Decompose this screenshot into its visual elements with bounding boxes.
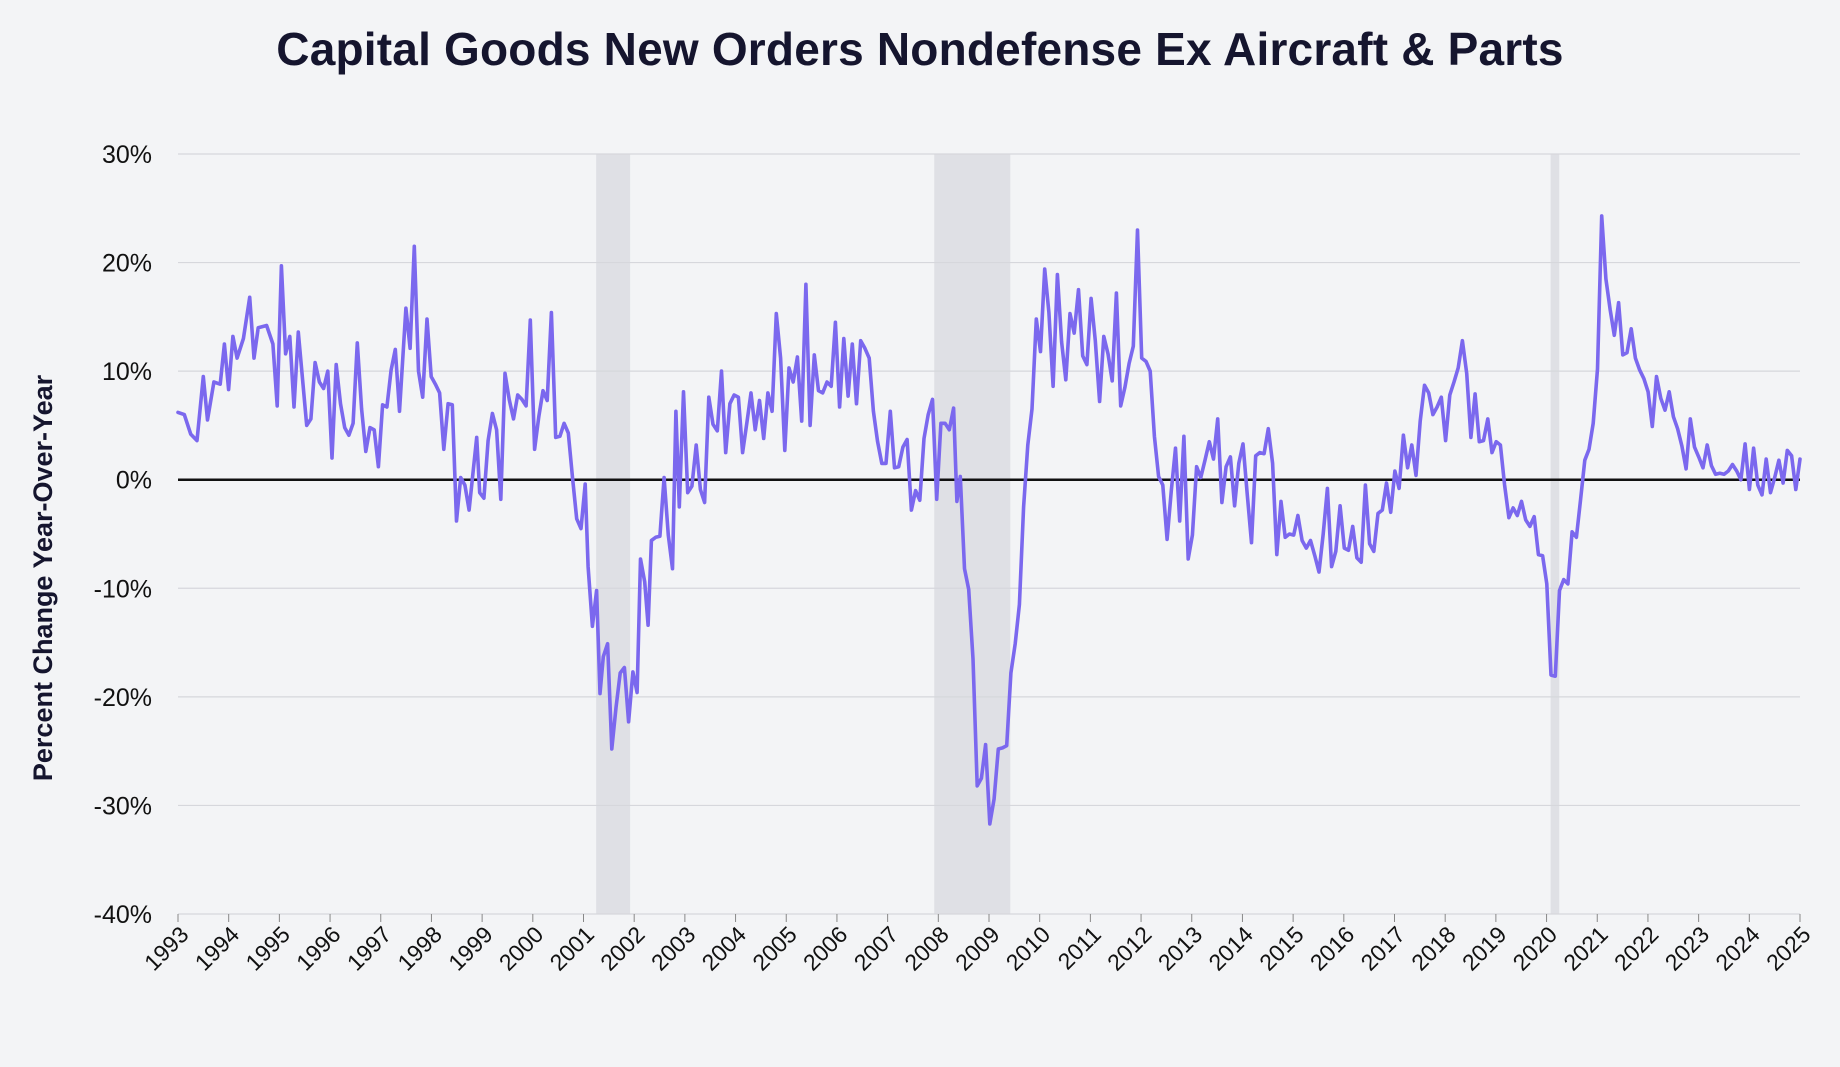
x-tick-label: 2014 — [1203, 921, 1258, 976]
x-tick-label: 2012 — [1102, 921, 1157, 976]
x-tick-label: 2019 — [1457, 921, 1512, 976]
x-tick-label: 2025 — [1761, 921, 1816, 976]
x-tick-label: 1997 — [342, 921, 397, 976]
x-tick-label: 2021 — [1558, 921, 1613, 976]
x-tick-label: 2003 — [646, 921, 701, 976]
x-tick-label: 2007 — [849, 921, 904, 976]
x-tick-label: 1998 — [392, 921, 447, 976]
y-tick-label: -10% — [94, 575, 152, 603]
chart-title: Capital Goods New Orders Nondefense Ex A… — [276, 23, 1564, 75]
y-tick-label: -30% — [94, 792, 152, 820]
x-tick-label: 2018 — [1406, 921, 1461, 976]
y-tick-label: 20% — [102, 250, 152, 278]
recession-band — [934, 154, 1011, 914]
x-axis-ticks: 1993199419951996199719981999200020012002… — [139, 914, 1816, 976]
x-tick-label: 1994 — [190, 921, 245, 976]
y-axis-ticks: 30% 20% 10% 0% -10% -20% -30% -40% — [94, 141, 152, 929]
series-line — [176, 214, 1802, 826]
x-tick-label: 2008 — [899, 921, 954, 976]
x-tick-label: 2001 — [544, 921, 599, 976]
x-tick-label: 1999 — [443, 921, 498, 976]
x-tick-label: 2022 — [1609, 921, 1664, 976]
x-tick-label: 2005 — [747, 921, 802, 976]
x-tick-label: 2011 — [1053, 921, 1106, 974]
x-tick-label: 2016 — [1305, 921, 1360, 976]
y-axis-label: Percent Change Year-Over-Year — [28, 374, 58, 781]
recession-band — [1550, 154, 1560, 914]
recession-bands — [596, 154, 1560, 914]
y-tick-label: 0% — [116, 467, 152, 495]
x-tick-label: 2010 — [1001, 921, 1056, 976]
y-tick-label: -40% — [94, 901, 152, 929]
x-tick-label: 2013 — [1153, 921, 1208, 976]
x-tick-label: 2006 — [798, 921, 853, 976]
y-tick-label: 30% — [102, 141, 152, 169]
recession-band — [596, 154, 631, 914]
x-tick-label: 2015 — [1254, 921, 1309, 976]
x-tick-label: 2020 — [1508, 921, 1563, 976]
x-tick-label: 1996 — [291, 921, 346, 976]
y-tick-label: 10% — [102, 358, 152, 386]
x-tick-label: 1995 — [240, 921, 295, 976]
x-tick-label: 2002 — [595, 921, 650, 976]
x-tick-label: 2000 — [494, 921, 549, 976]
x-tick-label: 2009 — [950, 921, 1005, 976]
x-tick-label: 1993 — [139, 921, 194, 976]
x-tick-label: 2004 — [697, 921, 752, 976]
x-tick-label: 2017 — [1355, 921, 1410, 976]
y-tick-label: -20% — [94, 684, 152, 712]
x-tick-label: 2024 — [1710, 921, 1765, 976]
x-tick-label: 2023 — [1660, 921, 1715, 976]
